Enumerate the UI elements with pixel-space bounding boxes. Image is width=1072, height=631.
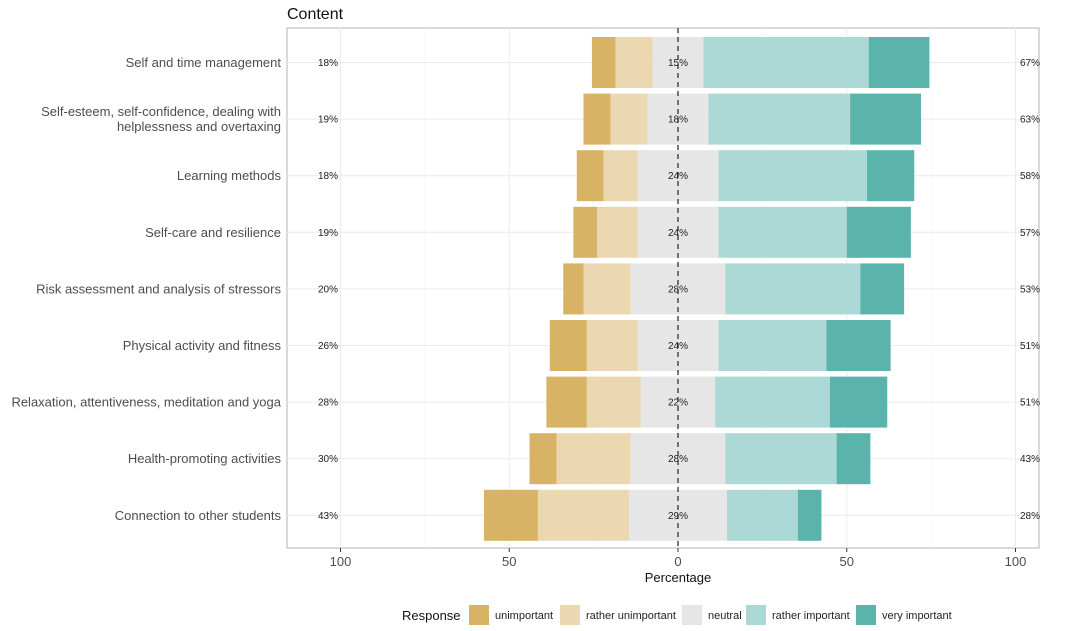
- category-label: Self-care and resilience: [145, 225, 281, 240]
- bar-very-important: [850, 93, 921, 145]
- center-percent-label: 24%: [668, 341, 688, 352]
- labels: Self and time management 18% 15% 67% Self-es…: [11, 55, 1040, 523]
- right-percent-label: 51%: [1020, 341, 1040, 352]
- bar-rather-unimportant: [603, 150, 638, 202]
- bar-rather-unimportant: [583, 263, 631, 315]
- category-label: Physical activity and fitness: [123, 338, 282, 353]
- x-tick-label: 50: [502, 554, 516, 569]
- category-label: Self-esteem, self-confidence, dealing wi…: [41, 104, 281, 134]
- bar-rather-unimportant: [537, 489, 630, 541]
- bar-neutral: [637, 206, 719, 258]
- right-percent-label: 43%: [1020, 454, 1040, 465]
- bar-rather-important: [726, 489, 798, 541]
- bar-very-important: [829, 376, 888, 428]
- bar-unimportant: [573, 206, 597, 258]
- bar-rather-unimportant: [615, 37, 653, 88]
- bar-unimportant: [583, 93, 611, 145]
- category-label: Self and time management: [126, 55, 282, 70]
- bar-unimportant: [549, 320, 587, 371]
- bar-very-important: [867, 150, 915, 202]
- bar-unimportant: [483, 489, 538, 541]
- bar-rather-important: [718, 206, 847, 258]
- center-percent-label: 22%: [668, 398, 688, 409]
- x-tick-label: 100: [330, 554, 352, 569]
- category-label: Relaxation, attentiveness, meditation an…: [11, 395, 281, 410]
- bar-unimportant: [591, 37, 616, 88]
- x-tick-label: 100: [1005, 554, 1027, 569]
- bar-rather-important: [708, 93, 851, 145]
- legend: Response unimportant rather unimportant neu…: [402, 605, 952, 625]
- bar-very-important: [797, 489, 822, 541]
- legend-label-very-important: very important: [882, 610, 952, 622]
- center-percent-label: 29%: [668, 511, 688, 522]
- right-percent-label: 63%: [1020, 115, 1040, 126]
- legend-label-rather-unimportant: rather unimportant: [586, 610, 676, 622]
- bar-rather-important: [715, 376, 830, 428]
- right-percent-label: 28%: [1020, 511, 1040, 522]
- legend-label-rather-important: rather important: [772, 610, 850, 622]
- legend-swatch-rather-important: [746, 605, 766, 625]
- legend-title: Response: [402, 608, 461, 623]
- bar-unimportant: [576, 150, 604, 202]
- right-percent-label: 51%: [1020, 398, 1040, 409]
- bar-very-important: [846, 206, 911, 258]
- category-label: Learning methods: [177, 168, 282, 183]
- left-percent-label: 26%: [318, 341, 338, 352]
- x-tick-label: 50: [840, 554, 854, 569]
- left-percent-label: 19%: [318, 115, 338, 126]
- bar-rather-unimportant: [597, 206, 638, 258]
- legend-swatch-unimportant: [469, 605, 489, 625]
- center-percent-label: 24%: [668, 228, 688, 239]
- right-percent-label: 57%: [1020, 228, 1040, 239]
- category-label: Health-promoting activities: [128, 451, 282, 466]
- left-percent-label: 20%: [318, 284, 338, 295]
- center-percent-label: 28%: [668, 454, 688, 465]
- left-percent-label: 43%: [318, 511, 338, 522]
- left-percent-label: 18%: [318, 171, 338, 182]
- bar-neutral: [652, 37, 704, 88]
- bar-unimportant: [546, 376, 587, 428]
- bar-unimportant: [563, 263, 584, 315]
- bar-rather-unimportant: [586, 376, 641, 428]
- legend-label-neutral: neutral: [708, 610, 742, 622]
- right-percent-label: 53%: [1020, 284, 1040, 295]
- bar-rather-important: [718, 320, 827, 371]
- right-percent-label: 58%: [1020, 171, 1040, 182]
- center-percent-label: 18%: [668, 115, 688, 126]
- bars: [483, 28, 930, 548]
- legend-swatch-very-important: [856, 605, 876, 625]
- x-axis: 100 50 0 50 100: [330, 548, 1027, 569]
- center-percent-label: 24%: [668, 171, 688, 182]
- legend-swatch-neutral: [682, 605, 702, 625]
- left-percent-label: 28%: [318, 398, 338, 409]
- left-percent-label: 30%: [318, 454, 338, 465]
- bar-rather-important: [725, 263, 861, 315]
- bar-rather-important: [718, 150, 867, 202]
- bar-rather-unimportant: [556, 433, 631, 485]
- bar-rather-important: [703, 37, 869, 88]
- legend-swatch-rather-unimportant: [560, 605, 580, 625]
- bar-very-important: [836, 433, 871, 485]
- category-label: Connection to other students: [115, 508, 282, 523]
- x-tick-label: 0: [674, 554, 681, 569]
- center-percent-label: 28%: [668, 284, 688, 295]
- legend-label-unimportant: unimportant: [495, 610, 553, 622]
- bar-very-important: [826, 320, 891, 371]
- center-percent-label: 15%: [668, 58, 688, 69]
- bar-very-important: [868, 37, 930, 88]
- x-axis-title: Percentage: [645, 570, 712, 585]
- bar-unimportant: [529, 433, 557, 485]
- bar-very-important: [860, 263, 905, 315]
- left-percent-label: 18%: [318, 58, 338, 69]
- bar-rather-unimportant: [610, 93, 648, 145]
- bar-rather-important: [725, 433, 837, 485]
- bar-neutral: [630, 433, 726, 485]
- chart-title: Content: [287, 6, 344, 23]
- right-percent-label: 67%: [1020, 58, 1040, 69]
- category-label: Risk assessment and analysis of stressor…: [36, 281, 281, 296]
- bar-rather-unimportant: [586, 320, 638, 371]
- left-percent-label: 19%: [318, 228, 338, 239]
